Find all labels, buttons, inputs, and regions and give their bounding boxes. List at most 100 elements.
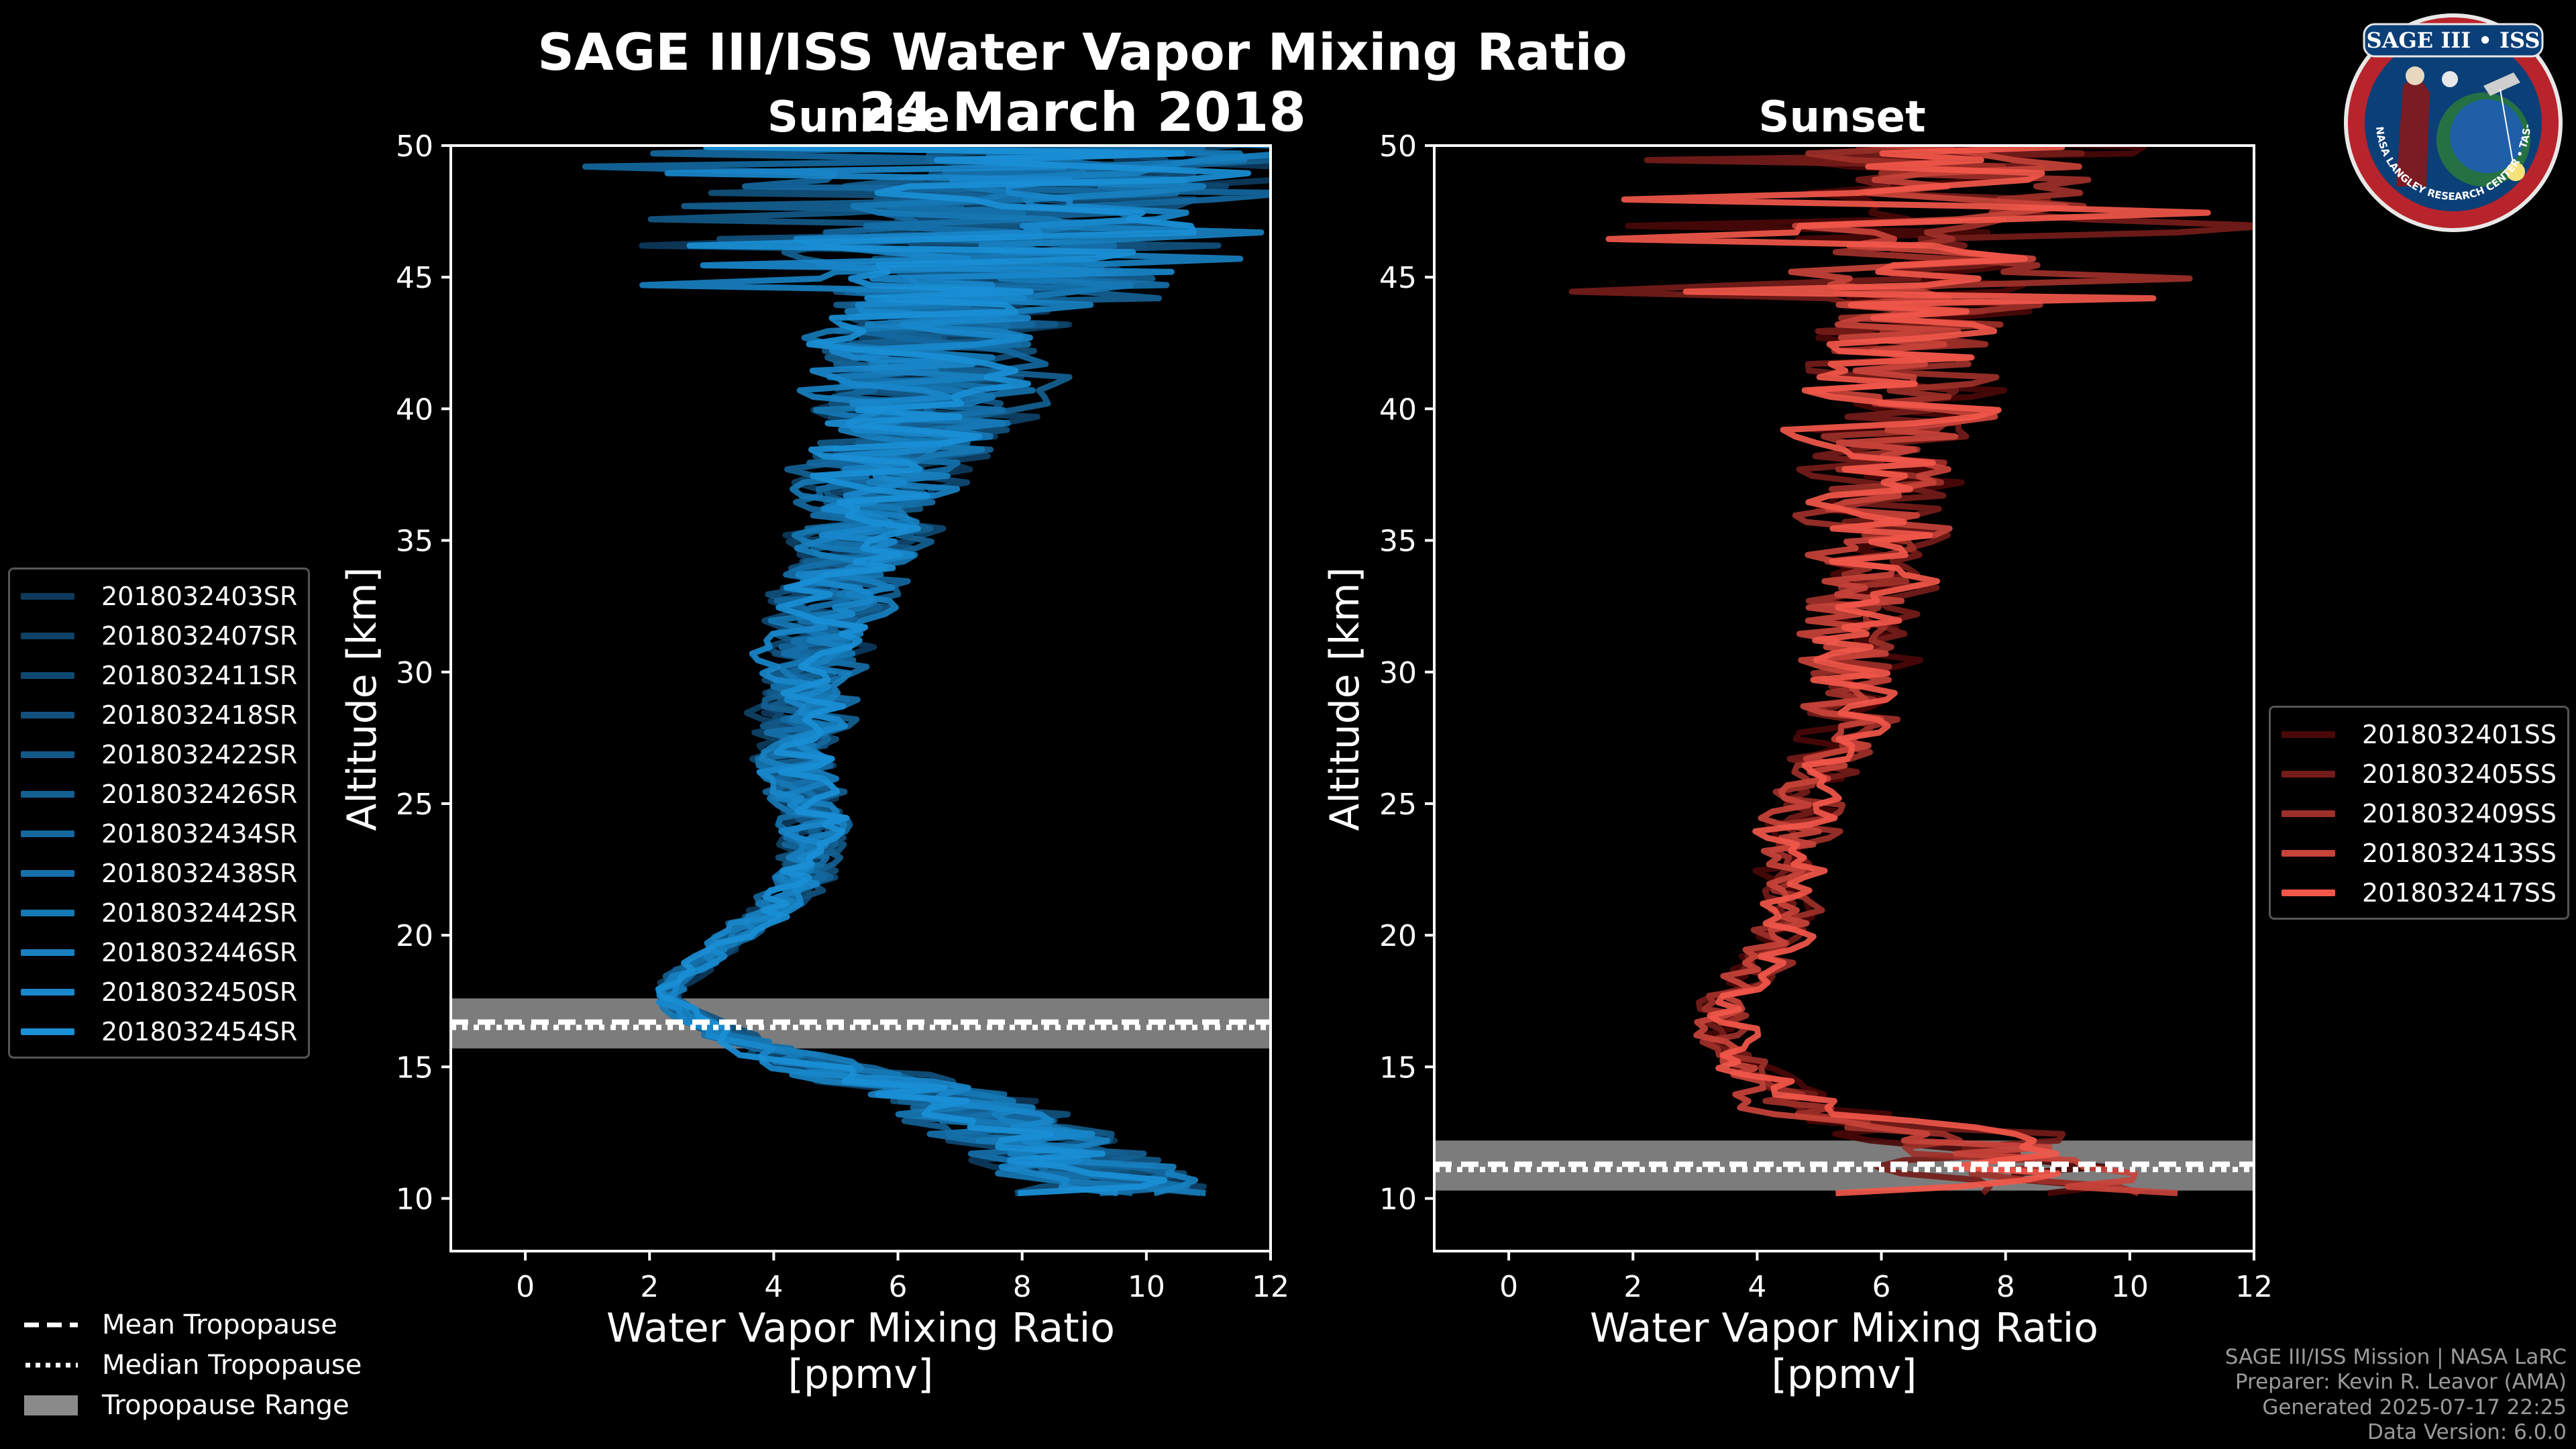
sunset-legend-item: 2018032417SS [2282, 873, 2557, 912]
sunrise-legend-item: 2018032411SR [21, 655, 297, 695]
dashed-line-icon [24, 1322, 78, 1328]
sunrise-series-2018032446SR [639, 146, 1271, 1197]
credits-line-1: SAGE III/ISS Mission | NASA LaRC [2224, 1345, 2567, 1370]
sunrise-x-axis-label: Water Vapor Mixing Ratio [ppmv] [451, 1305, 1271, 1398]
sunset-legend-swatch [2282, 810, 2335, 817]
sunrise-legend-label: 2018032446SR [101, 937, 298, 967]
sunrise-legend-item: 2018032454SR [21, 1012, 297, 1051]
sunrise-legend-item: 2018032407SR [21, 616, 297, 655]
figure-title: SAGE III/ISS Water Vapor Mixing Ratio [537, 22, 1627, 82]
sunrise-legend-swatch [21, 909, 74, 916]
sunrise-plot-frame [449, 144, 1272, 1252]
legend-median-label: Median Tropopause [102, 1350, 362, 1381]
sunset-xtick-label-10: 10 [2111, 1270, 2149, 1304]
sunset-ytick-label-25: 25 [1379, 788, 1417, 822]
credits-line-2: Preparer: Kevin R. Leavor (AMA) [2235, 1370, 2567, 1395]
sunset-xtick-label-4: 4 [1748, 1270, 1766, 1304]
sunrise-legend-item: 2018032426SR [21, 774, 297, 814]
sunrise-xtick-label-4: 4 [764, 1270, 783, 1304]
sunrise-xtick-label-6: 6 [889, 1270, 908, 1304]
sunset-ytick-label-30: 30 [1379, 656, 1417, 690]
sunrise-ytick-label-25: 25 [396, 788, 433, 822]
sunrise-legend-item: 2018032450SR [21, 972, 297, 1012]
sunrise-legend-item: 2018032403SR [21, 576, 297, 616]
sunset-x-axis-label-line2: [ppmv] [1771, 1351, 1917, 1398]
sunset-xtick-label-12: 12 [2235, 1270, 2273, 1304]
sunrise-legend-swatch [21, 988, 74, 996]
sunrise-legend-label: 2018032434SR [101, 818, 298, 849]
sunset-y-axis-label: Altitude [km] [1322, 567, 1368, 831]
sunrise-xtick-label-2: 2 [640, 1270, 659, 1304]
sunrise-series-2018032454SR [655, 146, 1252, 1197]
sunrise-x-axis-label-line1: Water Vapor Mixing Ratio [606, 1305, 1115, 1352]
sunset-plot-frame [1433, 144, 2255, 1252]
sunset-legend-item: 2018032401SS [2282, 714, 2557, 754]
sunset-x-axis-label: Water Vapor Mixing Ratio [ppmv] [1434, 1305, 2254, 1398]
sunrise-legend-label: 2018032403SR [101, 581, 298, 611]
sunrise-legend-swatch [21, 949, 74, 956]
sunset-legend-label: 2018032401SS [2362, 719, 2557, 749]
sunset-ytick-label-45: 45 [1379, 261, 1417, 295]
sunrise-legend-label: 2018032418SR [101, 700, 298, 730]
sunrise-legend-swatch [21, 1028, 74, 1035]
sunrise-ytick-label-45: 45 [396, 261, 433, 295]
sunset-panel-title: Sunset [1758, 93, 1926, 142]
sunrise-xtick-label-12: 12 [1252, 1270, 1289, 1304]
sunrise-y-axis-label: Altitude [km] [339, 567, 386, 831]
sunrise-plot: 10 15 20 25 30 35 40 45 50 0 2 4 6 8 10 12 [396, 129, 1289, 1304]
sunset-plot: 10 15 20 25 30 35 40 45 50 0 2 4 6 8 10 12 [1379, 129, 2273, 1304]
sunrise-xtick-label-0: 0 [516, 1270, 535, 1304]
sunset-xtick-label-6: 6 [1872, 1270, 1891, 1304]
sunset-ytick-label-50: 50 [1379, 129, 1417, 164]
sunrise-legend-label: 2018032442SR [101, 898, 298, 928]
sunset-series-2018032409SS [1699, 146, 2193, 1196]
legend-mean-label: Mean Tropopause [102, 1309, 337, 1340]
sunrise-legend-swatch [21, 672, 74, 679]
credits-line-4: Data Version: 6.0.0 [2367, 1419, 2567, 1444]
sunset-legend-item: 2018032405SS [2282, 754, 2557, 794]
sunset-ytick-label-40: 40 [1379, 392, 1417, 427]
sunset-legend-item: 2018032409SS [2282, 794, 2557, 833]
sunrise-legend-item: 2018032438SR [21, 853, 297, 893]
sunset-legend-label: 2018032405SS [2362, 759, 2557, 789]
sunrise-ytick-label-40: 40 [396, 392, 433, 427]
sunrise-legend-item: 2018032442SR [21, 893, 297, 932]
sunrise-legend-label: 2018032411SR [101, 660, 298, 690]
sunrise-legend-item: 2018032434SR [21, 814, 297, 853]
sunrise-x-axis-label-line2: [ppmv] [788, 1351, 934, 1398]
sunset-legend-swatch [2282, 889, 2335, 896]
sunrise-legend-item: 2018032418SR [21, 695, 297, 735]
legend-mean-tropopause: Mean Tropopause [24, 1305, 362, 1345]
sunrise-legend-label: 2018032426SR [101, 779, 298, 809]
sunrise-legend-label: 2018032438SR [101, 858, 298, 888]
sunrise-legend-swatch [21, 632, 74, 639]
credits: SAGE III/ISS Mission | NASA LaRC Prepare… [2225, 1345, 2567, 1445]
dotted-line-icon [25, 1362, 78, 1368]
sunrise-legend-item: 2018032422SR [21, 735, 297, 774]
sunrise-legend-swatch [21, 711, 74, 718]
sunset-ytick-label-20: 20 [1379, 919, 1417, 953]
sunrise-xtick-label-10: 10 [1128, 1270, 1165, 1304]
legend-median-tropopause: Median Tropopause [24, 1345, 362, 1385]
sunrise-legend-label: 2018032450SR [101, 977, 298, 1007]
sunset-legend-label: 2018032409SS [2362, 798, 2557, 828]
sunset-xtick-label-0: 0 [1499, 1270, 1518, 1304]
sunrise-ytick-label-30: 30 [396, 656, 433, 690]
sunset-legend-label: 2018032413SS [2362, 838, 2557, 868]
legend-range-label: Tropopause Range [102, 1390, 350, 1421]
sunset-ytick-label-10: 10 [1379, 1183, 1417, 1217]
sunrise-legend-label: 2018032422SR [101, 739, 298, 769]
logo-title: SAGE III • ISS [2367, 28, 2540, 53]
sunrise-ytick-label-35: 35 [396, 525, 433, 559]
sunrise-legend-swatch [21, 790, 74, 798]
sunset-xtick-label-8: 8 [1996, 1270, 2015, 1304]
sunrise-legend-swatch [21, 869, 74, 877]
sunset-x-axis-label-line1: Water Vapor Mixing Ratio [1590, 1305, 2098, 1352]
sunset-series-2018032417SS [1605, 146, 2211, 1197]
sunrise-legend: 2018032403SR 2018032407SR 2018032411SR 2018… [8, 568, 311, 1059]
sunset-legend-swatch [2282, 731, 2335, 738]
credits-line-3: Generated 2025-07-17 22:25 [2262, 1395, 2567, 1419]
sunrise-legend-label: 2018032454SR [101, 1016, 298, 1046]
sunrise-legend-label: 2018032407SR [101, 621, 298, 651]
